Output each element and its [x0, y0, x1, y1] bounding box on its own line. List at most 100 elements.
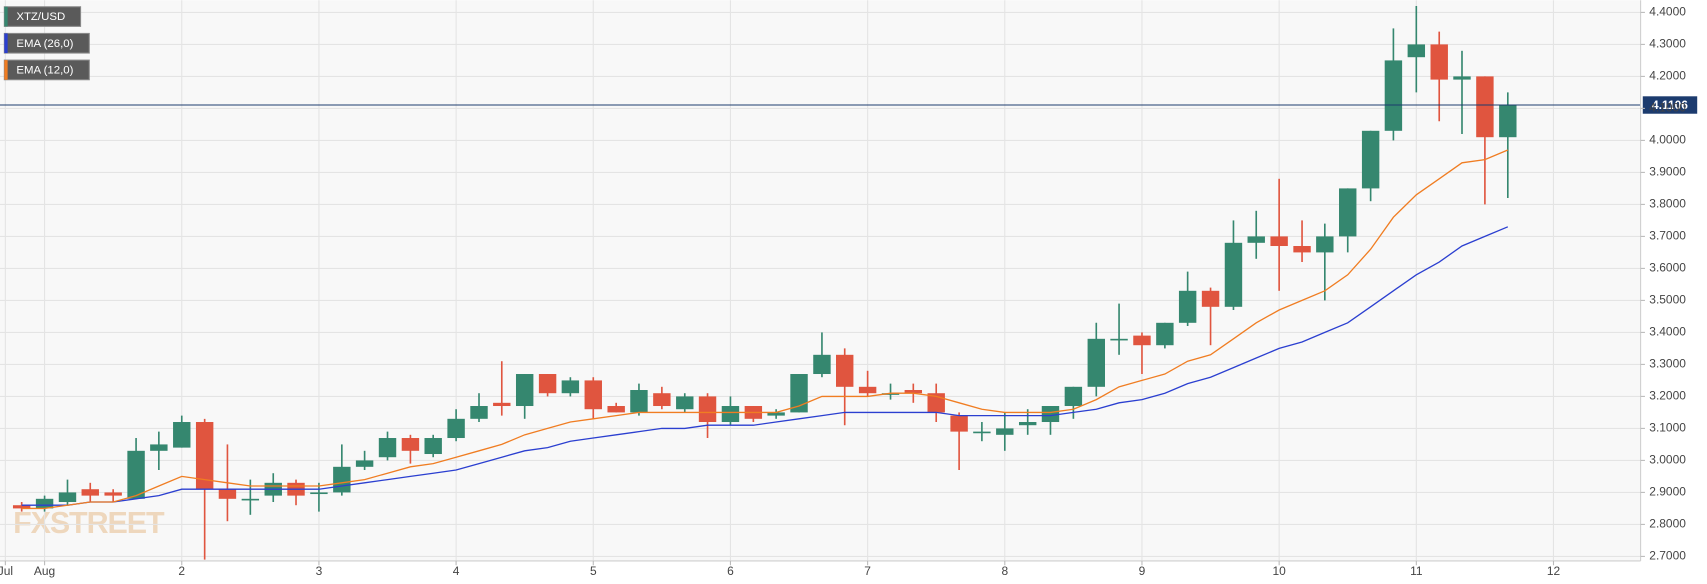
- y-tick-label: 3.3000: [1649, 357, 1686, 371]
- candle-body: [310, 492, 328, 495]
- candle-body: [493, 402, 511, 407]
- legend-swatch: [4, 60, 8, 80]
- candle-body: [104, 492, 122, 496]
- candle-body: [721, 406, 740, 423]
- candle-body: [676, 396, 694, 410]
- candle-body: [1476, 76, 1494, 138]
- candle-body: [813, 354, 831, 375]
- y-tick-label: 4.1000: [1649, 101, 1686, 115]
- candle-body: [973, 431, 991, 434]
- candle-body: [1224, 242, 1243, 307]
- y-tick-label: 4.0000: [1649, 133, 1686, 147]
- candle-body: [1110, 338, 1128, 341]
- candle-body: [767, 412, 785, 416]
- candle-body: [1156, 322, 1174, 346]
- candle-body: [81, 489, 99, 496]
- legend-swatch: [4, 33, 8, 54]
- y-tick-label: 3.6000: [1649, 261, 1686, 275]
- candle-body: [1339, 188, 1357, 237]
- candle-body: [1018, 422, 1037, 426]
- candle-body: [904, 390, 923, 394]
- x-tick-label: 2: [178, 564, 185, 578]
- candle-body: [1087, 338, 1105, 387]
- x-tick-label: 11: [1410, 564, 1423, 578]
- y-tick-label: 2.8000: [1649, 517, 1686, 531]
- candle-body: [790, 374, 808, 413]
- candle-body: [241, 498, 260, 501]
- overlay: 4.1106 XTZ/USD EMA (26,0) EMA (12,0): [0, 6, 1698, 114]
- candle-body: [173, 422, 191, 448]
- y-tick-label: 4.4000: [1649, 5, 1686, 19]
- candle-body: [607, 406, 625, 413]
- candle-body: [127, 450, 145, 499]
- candle-body: [1384, 60, 1403, 131]
- candle-body: [195, 422, 214, 490]
- x-tick-label: 7: [864, 564, 871, 578]
- candle-body: [1247, 236, 1265, 243]
- candle-body: [1293, 246, 1311, 253]
- candle-body: [1178, 290, 1197, 323]
- y-tick-label: 3.7000: [1649, 229, 1686, 243]
- candle-body: [1133, 335, 1151, 346]
- candle-body: [630, 390, 648, 413]
- candle-body: [1064, 386, 1083, 407]
- x-tick-label: 9: [1139, 564, 1146, 578]
- x-tick-label: 4: [453, 564, 460, 578]
- candle-body: [950, 415, 968, 432]
- candle-body: [1407, 44, 1426, 58]
- candle-body: [996, 428, 1014, 435]
- x-tick-label: 6: [727, 564, 734, 578]
- x-tick-label: 10: [1272, 564, 1286, 578]
- candle-body: [218, 489, 237, 499]
- candle-body: [836, 354, 854, 387]
- y-tick-label: 4.3000: [1649, 37, 1686, 51]
- x-tick-label: 5: [590, 564, 597, 578]
- candle-body: [470, 406, 488, 419]
- candle-body: [35, 498, 54, 509]
- x-tick-label: 3: [316, 564, 323, 578]
- x-tick-label: 12: [1547, 564, 1561, 578]
- candle-body: [447, 418, 465, 439]
- candle-body: [378, 438, 397, 458]
- last-price-label: 4.1106: [1652, 98, 1688, 112]
- candle-body: [1270, 236, 1288, 247]
- ema-line: [21, 149, 1509, 510]
- y-tick-label: 3.0000: [1649, 453, 1686, 467]
- candle-body: [58, 492, 77, 503]
- ema-line: [21, 226, 1509, 506]
- candle-body: [1453, 76, 1471, 80]
- y-tick-label: 3.4000: [1649, 325, 1686, 339]
- candle-body: [561, 380, 580, 394]
- candle-body: [1430, 44, 1448, 80]
- plot-area: [0, 0, 1641, 561]
- candle-body: [1041, 406, 1060, 423]
- candle-body: [1499, 105, 1517, 138]
- y-tick-label: 3.5000: [1649, 293, 1686, 307]
- x-tick-label: Aug: [34, 564, 55, 578]
- marks: [12, 6, 1517, 560]
- legend-swatch: [4, 6, 8, 27]
- candle-body: [584, 380, 602, 410]
- y-tick-label: 3.1000: [1649, 421, 1686, 435]
- legend-label: EMA (26,0): [16, 38, 73, 50]
- y-tick-label: 2.7000: [1649, 549, 1686, 563]
- candle-body: [1201, 290, 1220, 307]
- y-tick-label: 3.2000: [1649, 389, 1686, 403]
- candle-body: [698, 396, 717, 423]
- legend-label: XTZ/USD: [16, 11, 65, 23]
- candle-body: [1361, 130, 1380, 189]
- x-tick-label: Jul: [0, 564, 13, 578]
- y-tick-label: 2.9000: [1649, 485, 1686, 499]
- y-tick-label: 3.8000: [1649, 197, 1686, 211]
- x-tick-label: 8: [1001, 564, 1008, 578]
- candle-body: [538, 374, 557, 394]
- candle-body: [355, 460, 374, 467]
- candle-body: [515, 374, 534, 407]
- last-price-box: [1642, 96, 1698, 114]
- candle-body: [401, 438, 420, 451]
- candle-body: [858, 386, 877, 394]
- legend-label: EMA (12,0): [16, 64, 73, 76]
- candle-body: [881, 393, 900, 395]
- candle-body: [12, 505, 31, 509]
